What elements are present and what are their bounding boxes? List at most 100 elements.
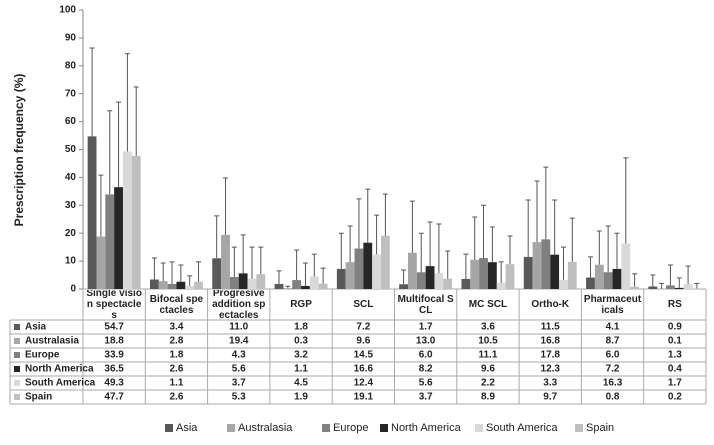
table-value: 7.2 (606, 364, 620, 375)
error-bar (311, 253, 317, 277)
row-swatch (14, 324, 20, 330)
table-value: 49.3 (104, 378, 124, 389)
table-value: 19.1 (354, 392, 374, 403)
error-bar (507, 235, 513, 265)
bar (532, 242, 542, 289)
bar (586, 277, 595, 289)
row-label: Spain (25, 392, 52, 403)
error-bar (338, 232, 344, 269)
bar (221, 234, 230, 289)
bar (318, 283, 328, 289)
x-tick-label: SCL (353, 299, 374, 310)
table-value: 4.1 (606, 322, 620, 333)
error-bar (650, 274, 656, 287)
table-value: 0.3 (294, 336, 308, 347)
table-value: 9.6 (356, 336, 370, 347)
y-tick-label: 70 (65, 88, 77, 99)
error-bar (285, 285, 291, 289)
table-value: 18.8 (104, 336, 124, 347)
legend-label: Spain (586, 422, 614, 434)
table-value: 8.9 (481, 392, 495, 403)
error-bar (427, 221, 433, 267)
error-bar (587, 256, 593, 278)
error-bar (525, 199, 531, 257)
error-bar (178, 264, 184, 282)
table-value: 3.2 (294, 350, 308, 361)
table-value: 12.4 (354, 378, 374, 389)
table-value: 16.8 (541, 336, 561, 347)
error-bar (481, 204, 487, 259)
bar (131, 155, 141, 289)
table-value: 17.8 (541, 350, 561, 361)
bar (363, 242, 373, 289)
table-value: 11.5 (541, 322, 560, 333)
bar (167, 283, 177, 289)
row-swatch (14, 394, 20, 400)
legend-label: Asia (176, 422, 198, 434)
error-bar (160, 262, 166, 282)
error-bar (258, 246, 264, 275)
table-value: 47.7 (104, 392, 124, 403)
bar (603, 272, 613, 289)
table-value: 4.5 (294, 378, 308, 389)
bar (461, 278, 471, 289)
error-bar (436, 223, 442, 274)
table-value: 16.6 (354, 364, 374, 375)
table-value: 1.8 (169, 350, 183, 361)
error-bar (409, 200, 415, 253)
error-bar (240, 234, 246, 274)
error-bar (276, 270, 282, 284)
error-bar (623, 157, 629, 244)
error-bar (196, 261, 202, 282)
table-value: 54.7 (104, 322, 124, 333)
bar (479, 258, 488, 289)
table-value: 1.8 (294, 322, 308, 333)
bar (567, 261, 577, 289)
table-value: 1.9 (294, 392, 308, 403)
table-value: 0.8 (606, 392, 620, 403)
table-value: 5.6 (232, 364, 246, 375)
bar (443, 278, 453, 289)
bar (149, 279, 159, 289)
error-bar (320, 267, 326, 284)
y-tick-label: 40 (65, 172, 77, 183)
table-value: 19.4 (229, 336, 249, 347)
x-tick-label: MC SCL (468, 299, 508, 310)
x-tick-label: RGP (290, 299, 312, 310)
row-label: Australasia (25, 336, 79, 347)
legend-swatch (165, 424, 173, 432)
bar (496, 282, 506, 289)
category-label: RGP (290, 299, 312, 310)
table-value: 0.2 (668, 392, 682, 403)
table-value: 5.6 (419, 378, 433, 389)
error-bar (169, 261, 175, 284)
table-value: 1.3 (668, 350, 682, 361)
bar (594, 264, 604, 289)
row-label: Europe (25, 350, 60, 361)
error-bar (356, 198, 362, 249)
category-label: Pharmaceuticals (584, 294, 641, 316)
bar (550, 254, 560, 289)
error-bar (231, 246, 237, 278)
bar (114, 187, 123, 289)
table-value: 3.3 (543, 378, 557, 389)
bar (666, 285, 675, 289)
error-bar (534, 180, 540, 243)
error-bar (294, 249, 300, 281)
bar (105, 194, 115, 289)
category-label: Bifocal spectacles (150, 294, 203, 316)
category-label: SCL (353, 299, 374, 310)
error-bar (347, 225, 353, 263)
bar (309, 276, 319, 289)
row-swatch (14, 366, 20, 372)
bar (336, 268, 346, 289)
bar (559, 279, 568, 289)
legend-swatch (475, 424, 483, 432)
table-value: 6.0 (419, 350, 433, 361)
table-value: 2.6 (169, 364, 183, 375)
bar (541, 239, 551, 289)
y-axis-title: Prescription frequency (%) (12, 74, 26, 227)
error-bar (98, 174, 104, 237)
bar (229, 277, 239, 289)
